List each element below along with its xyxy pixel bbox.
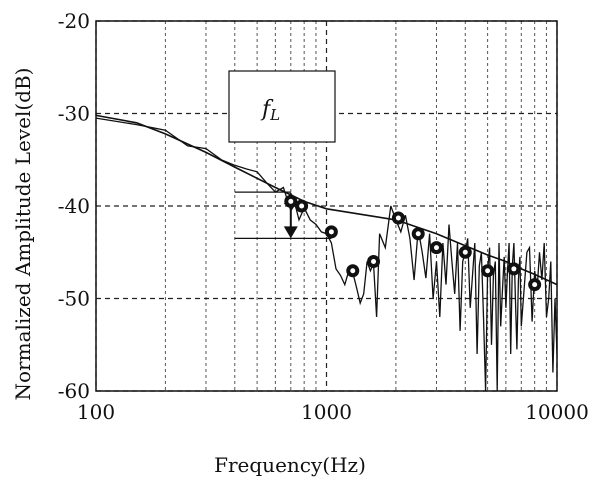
- data-marker-center: [350, 268, 356, 274]
- data-marker-center: [395, 215, 401, 221]
- data-marker-center: [288, 198, 294, 204]
- y-tick-label: -20: [58, 9, 90, 33]
- y-tick-label: -60: [58, 379, 90, 403]
- arrow-head-down: [283, 226, 298, 239]
- y-tick-label: -40: [58, 194, 90, 218]
- x-tick-label: 100: [77, 400, 115, 424]
- tick-labels: 100 1000 10000 -20 -30 -40 -50 -60: [58, 9, 589, 424]
- legend: fL: [228, 70, 336, 143]
- data-marker-center: [433, 245, 439, 251]
- y-tick-label: -50: [58, 287, 90, 311]
- plot-frame: [95, 20, 558, 392]
- y-axis-title: Normalized Amplitude Level(dB): [11, 68, 35, 401]
- data-marker-center: [462, 249, 468, 255]
- data-marker-center: [485, 268, 491, 274]
- markers: [284, 194, 542, 292]
- data-marker-center: [328, 229, 334, 235]
- x-axis-title: Frequency(Hz): [214, 453, 366, 477]
- y-tick-label: -30: [58, 102, 90, 126]
- series-layer: [95, 114, 558, 392]
- x-tick-label: 10000: [525, 400, 589, 424]
- envelope-line: [95, 114, 558, 286]
- legend-box: [228, 70, 336, 143]
- data-marker-center: [299, 203, 305, 209]
- x-tick-label: 1000: [301, 400, 352, 424]
- spectrum-line: [95, 117, 558, 392]
- legend-label-subscript: L: [269, 106, 280, 124]
- data-marker-center: [511, 266, 517, 272]
- data-marker-center: [371, 259, 377, 264]
- data-marker-center: [532, 282, 538, 288]
- data-marker-center: [415, 231, 421, 237]
